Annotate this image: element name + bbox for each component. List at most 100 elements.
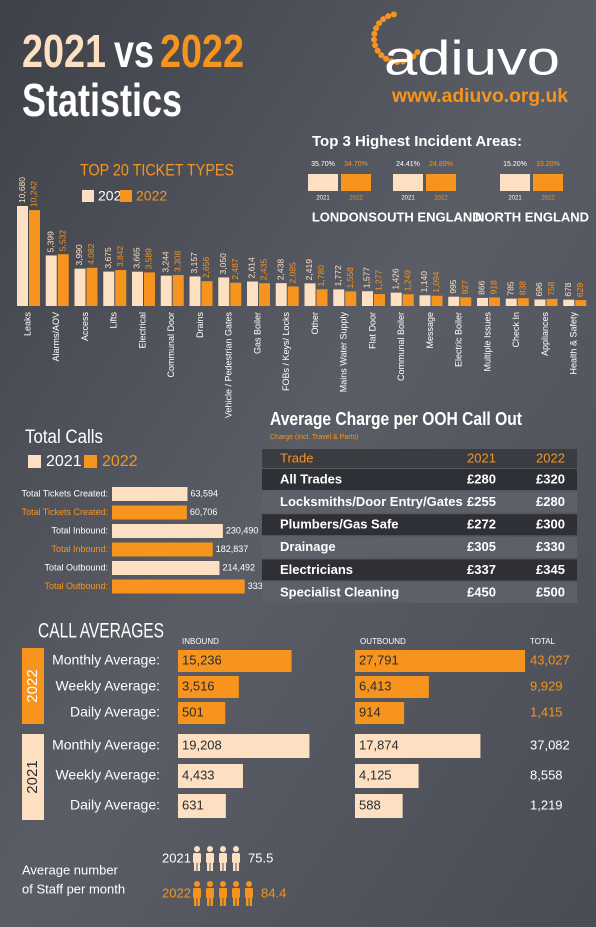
table-cell: £300 xyxy=(536,517,565,532)
bar xyxy=(230,282,242,306)
incident-percent: 24.41% xyxy=(396,161,420,168)
bar xyxy=(57,254,69,306)
value-label: 15,236 xyxy=(182,652,222,667)
table-header: 2021 xyxy=(467,450,496,465)
bar xyxy=(390,292,402,306)
bar xyxy=(316,289,328,306)
value-label: 214,492 xyxy=(222,562,255,572)
value-label: 2,438 xyxy=(276,259,286,281)
bar xyxy=(103,271,115,306)
person-body xyxy=(219,888,227,898)
bar xyxy=(275,283,287,306)
incident-area: NORTH ENGLAND xyxy=(475,209,589,224)
row-label: Total Inbound: xyxy=(51,525,108,535)
value-label: 2,085 xyxy=(288,262,298,284)
staff-label: Average number xyxy=(22,862,119,877)
category-label: Message xyxy=(425,312,435,349)
bar xyxy=(112,561,220,575)
title-sub: Statistics xyxy=(22,74,182,126)
value-label: 3,675 xyxy=(103,247,113,269)
category-label: Vehicle / Pedestrian Gates xyxy=(224,312,234,419)
category-label: Check In xyxy=(511,312,521,348)
row-label: Total Outbound: xyxy=(44,562,108,572)
table-header: 2022 xyxy=(536,450,565,465)
row-label: Total Tickets Created: xyxy=(21,488,108,498)
year-band xyxy=(22,734,44,820)
bar xyxy=(259,283,270,306)
bar xyxy=(287,286,299,306)
value-label: 3,050 xyxy=(218,253,228,275)
logo-dot xyxy=(410,53,417,60)
logo-dot xyxy=(390,11,397,18)
incident-year: 2022 xyxy=(434,196,448,202)
person-leg xyxy=(233,863,236,871)
value-label: 785 xyxy=(506,281,516,295)
bar xyxy=(201,281,213,306)
value-label: 27,791 xyxy=(359,652,399,667)
value-label: 3,157 xyxy=(189,252,199,274)
bar xyxy=(29,210,40,306)
value-label: 838 xyxy=(518,281,528,295)
value-label: 19,208 xyxy=(182,737,222,752)
bar xyxy=(178,794,226,818)
person-head xyxy=(233,881,239,887)
incident-year: 2022 xyxy=(541,196,555,202)
value-label: 3,990 xyxy=(74,244,84,266)
person-leg xyxy=(220,863,223,871)
person-leg xyxy=(197,898,200,906)
incident-percent: 24.89% xyxy=(429,161,453,168)
logo-dot xyxy=(383,55,389,62)
incident-percent: 15.20% xyxy=(503,161,527,168)
value-label: 2,435 xyxy=(259,259,269,281)
person-icon xyxy=(193,881,201,906)
title-vs: vs xyxy=(114,25,154,77)
staff-year: 2022 xyxy=(162,885,191,900)
value-label: 629 xyxy=(575,283,585,297)
person-leg xyxy=(236,863,239,871)
bar xyxy=(355,764,419,788)
person-head xyxy=(207,881,213,887)
legend-label: 2022 xyxy=(102,453,138,470)
url: www.adiuvo.org.uk xyxy=(391,86,568,107)
value-label: 1,772 xyxy=(333,265,343,287)
category-label: Health & Safety xyxy=(569,312,579,375)
person-leg xyxy=(194,863,197,871)
incident-year: 2021 xyxy=(401,196,415,202)
bar xyxy=(17,206,28,306)
value-label: 1,426 xyxy=(391,268,401,290)
bar xyxy=(431,295,443,306)
value-label: 10,242 xyxy=(29,181,39,207)
table-cell: Drainage xyxy=(280,539,336,554)
bar xyxy=(132,271,143,306)
bar xyxy=(178,764,243,788)
value-label: 1,780 xyxy=(316,265,326,287)
incident-area: LONDON xyxy=(312,209,368,224)
category-label: Communal Door xyxy=(166,312,176,378)
value-label: 927 xyxy=(460,280,470,294)
table-cell: All Trades xyxy=(280,471,342,486)
value-label: 1,577 xyxy=(362,267,372,289)
legend-swatch xyxy=(84,455,97,468)
logo-dot xyxy=(399,58,406,65)
incident-block xyxy=(341,174,371,191)
value-label: 758 xyxy=(546,281,556,295)
table-cell: £305 xyxy=(467,539,496,554)
value-label: 995 xyxy=(448,279,458,293)
bar xyxy=(355,650,526,672)
section-title: Average Charge per OOH Call Out xyxy=(270,409,522,429)
logo-dot xyxy=(372,42,379,49)
bar xyxy=(355,734,481,758)
bar xyxy=(362,291,373,306)
person-leg xyxy=(223,898,226,906)
value-label: 2,614 xyxy=(247,257,257,279)
total-value: 1,219 xyxy=(530,797,563,812)
bar xyxy=(546,298,558,306)
row-label: Monthly Average: xyxy=(52,737,160,753)
value-label: 60,706 xyxy=(190,507,218,517)
bar xyxy=(144,272,155,306)
table-row-bg xyxy=(262,559,577,581)
person-icon xyxy=(206,846,214,871)
category-label: Multiple Issues xyxy=(482,312,492,372)
logo-dot xyxy=(385,13,392,20)
value-label: 1,094 xyxy=(431,271,441,293)
